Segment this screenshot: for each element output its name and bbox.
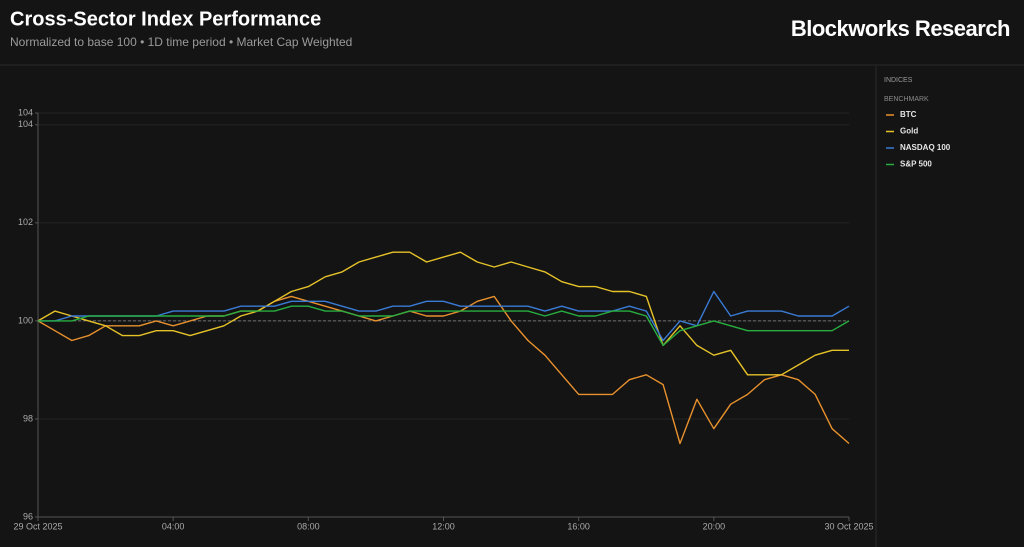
series-line (37, 251, 849, 376)
y-tick-label: 100 (18, 315, 33, 325)
y-tick-label: 104 (18, 119, 33, 129)
y-tick-label: 98 (23, 413, 33, 423)
legend-panel: INDICES BENCHMARK BTC Gold NASDAQ 100 S&P 5… (875, 66, 1024, 547)
y-tick-label: 96 (23, 511, 33, 521)
x-tick-label: 08:00 (297, 521, 320, 531)
legend-label[interactable]: Gold (900, 127, 918, 136)
series-line (38, 305, 850, 347)
panel-group: BENCHMARK (884, 96, 929, 103)
x-tick-label: 20:00 (703, 521, 726, 531)
brand: Blockworks Research (791, 16, 1010, 41)
legend-label[interactable]: BTC (900, 110, 917, 119)
x-tick-label: 30 Oct 2025 (824, 521, 873, 531)
legend-label[interactable]: S&P 500 (900, 160, 932, 169)
series-line (37, 295, 850, 445)
legend-label[interactable]: NASDAQ 100 (900, 143, 951, 152)
x-tick-label: 29 Oct 2025 (13, 521, 62, 531)
x-tick-label: 12:00 (432, 521, 455, 531)
panel-heading: INDICES (884, 77, 913, 84)
panel-background (876, 66, 1024, 547)
x-tick-label: 04:00 (162, 521, 185, 531)
plot: 96 98 100 102 104 104 29 Oct 2025 04:00 08:00 12:… (13, 107, 873, 531)
series-line (38, 290, 850, 342)
chart-subtitle: Normalized to base 100 • 1D time period … (10, 35, 352, 49)
y-tick-label: 102 (18, 217, 33, 227)
chart-title: Cross-Sector Index Performance (10, 8, 321, 30)
y-tick-label: 104 (18, 107, 33, 117)
x-tick-label: 16:00 (567, 521, 590, 531)
